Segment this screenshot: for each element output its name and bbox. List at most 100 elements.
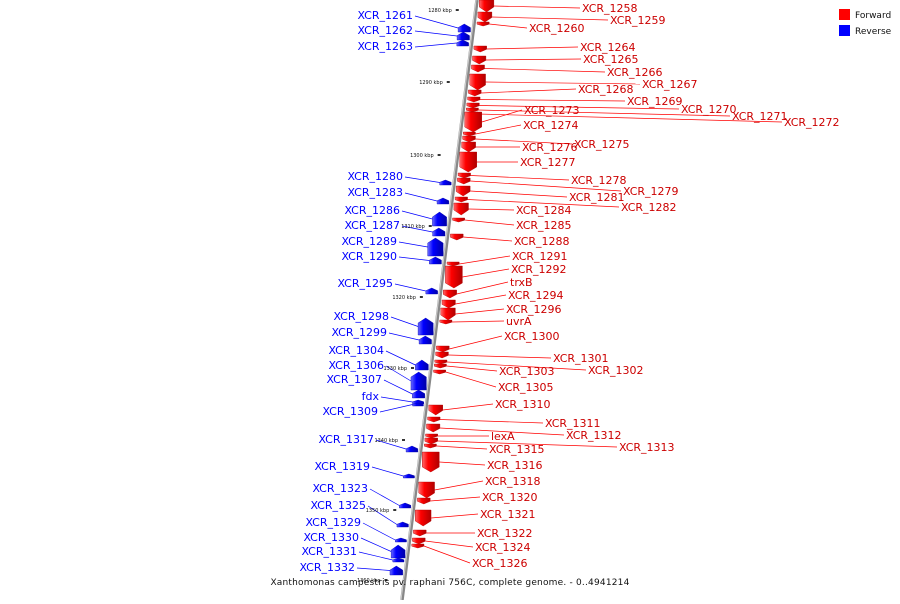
- leader-xcr-1266: [484, 68, 606, 73]
- gene-glyph-xcr-1302: [434, 359, 448, 365]
- gene-label-xcr-1286[interactable]: XCR_1286: [344, 204, 400, 217]
- gene-label-xcr-1319[interactable]: XCR_1319: [314, 460, 370, 473]
- gene-label-xcr-1292[interactable]: XCR_1292: [511, 263, 567, 276]
- gene-glyph-xcr-1290: [429, 256, 442, 265]
- leader-xcr-1304: [385, 350, 416, 366]
- gene-label-xcr-1287[interactable]: XCR_1287: [344, 219, 400, 232]
- gene-label-xcr-1282[interactable]: XCR_1282: [621, 201, 677, 214]
- gene-glyph-xcr-1279: [457, 177, 471, 185]
- gene-label-xcr-1267[interactable]: XCR_1267: [642, 78, 698, 91]
- gene-label-xcr-1325[interactable]: XCR_1325: [310, 499, 366, 512]
- gene-label-xcr-1284[interactable]: XCR_1284: [516, 204, 572, 217]
- gene-glyph-xcr-1298: [417, 317, 434, 336]
- scale-label: 1360 kbp: [357, 578, 381, 584]
- gene-label-xcr-1317[interactable]: XCR_1317: [318, 433, 374, 446]
- gene-label-xcr-1278[interactable]: XCR_1278: [571, 174, 627, 187]
- gene-glyph-xcr-1288: [450, 233, 464, 241]
- leader-xcr-1268: [481, 88, 577, 94]
- leader-xcr-1264: [486, 46, 579, 50]
- gene-label-xcr-1330[interactable]: XCR_1330: [303, 531, 359, 544]
- gene-label-xcr-1279[interactable]: XCR_1279: [623, 185, 679, 198]
- gene-label-xcr-1274[interactable]: XCR_1274: [523, 119, 579, 132]
- gene-label-xcr-1269[interactable]: XCR_1269: [627, 95, 683, 108]
- gene-label-xcr-1275[interactable]: XCR_1275: [574, 138, 630, 151]
- gene-label-xcr-1329[interactable]: XCR_1329: [305, 516, 361, 529]
- gene-label-xcr-1320[interactable]: XCR_1320: [482, 491, 538, 504]
- gene-label-xcr-1332[interactable]: XCR_1332: [299, 561, 355, 574]
- gene-label-xcr-1268[interactable]: XCR_1268: [578, 83, 634, 96]
- leader-xcr-1295: [394, 283, 426, 292]
- gene-label-xcr-1311[interactable]: XCR_1311: [545, 417, 601, 430]
- gene-label-xcr-1272[interactable]: XCR_1272: [784, 116, 840, 129]
- gene-label-xcr-1310[interactable]: XCR_1310: [495, 398, 551, 411]
- gene-label-xcr-1298[interactable]: XCR_1298: [333, 310, 389, 323]
- gene-label-xcr-1288[interactable]: XCR_1288: [514, 235, 570, 248]
- gene-label-xcr-1289[interactable]: XCR_1289: [341, 235, 397, 248]
- gene-label-xcr-1305[interactable]: XCR_1305: [498, 381, 554, 394]
- gene-label-xcr-1277[interactable]: XCR_1277: [520, 156, 576, 169]
- gene-label-uvra[interactable]: uvrA: [506, 315, 532, 328]
- gene-label-xcr-1301[interactable]: XCR_1301: [553, 352, 609, 365]
- scale-label: 1280 kbp: [428, 8, 452, 14]
- gene-label-xcr-1304[interactable]: XCR_1304: [328, 344, 384, 357]
- gene-label-xcr-1283[interactable]: XCR_1283: [347, 186, 403, 199]
- scale-label: 1320 kbp: [392, 295, 416, 301]
- gene-label-xcr-1281[interactable]: XCR_1281: [569, 191, 625, 204]
- legend-label-forward: Forward: [855, 11, 891, 21]
- gene-label-xcr-1266[interactable]: XCR_1266: [607, 66, 663, 79]
- gene-label-xcr-1264[interactable]: XCR_1264: [580, 41, 636, 54]
- gene-label-xcr-1296[interactable]: XCR_1296: [506, 303, 562, 316]
- gene-glyph-xcr-1282: [454, 196, 468, 203]
- gene-label-xcr-1303[interactable]: XCR_1303: [499, 365, 555, 378]
- gene-label-xcr-1260[interactable]: XCR_1260: [529, 22, 585, 35]
- gene-label-xcr-1276[interactable]: XCR_1276: [522, 141, 578, 154]
- gene-label-xcr-1271[interactable]: XCR_1271: [732, 110, 788, 123]
- gene-glyph-xcr-1291: [446, 261, 460, 267]
- gene-label-xcr-1261[interactable]: XCR_1261: [357, 9, 413, 22]
- gene-label-xcr-1318[interactable]: XCR_1318: [485, 475, 541, 488]
- gene-label-xcr-1294[interactable]: XCR_1294: [508, 289, 564, 302]
- gene-glyph-xcr-1299: [418, 335, 432, 345]
- gene-label-xcr-1273[interactable]: XCR_1273: [524, 104, 580, 117]
- gene-label-xcr-1258[interactable]: XCR_1258: [582, 2, 638, 15]
- gene-glyph-xcr-1318: [418, 481, 435, 499]
- gene-label-xcr-1313[interactable]: XCR_1313: [619, 441, 675, 454]
- gene-label-xcr-1302[interactable]: XCR_1302: [588, 364, 644, 377]
- gene-glyph-xcr-1281: [455, 185, 471, 197]
- scale-label: 1330 kbp: [383, 366, 407, 372]
- gene-label-xcr-1312[interactable]: XCR_1312: [566, 429, 622, 442]
- gene-glyph-xcr-1306: [410, 371, 427, 391]
- gene-label-xcr-1309[interactable]: XCR_1309: [322, 405, 378, 418]
- leader-xcr-1260: [489, 23, 528, 29]
- gene-label-xcr-1262[interactable]: XCR_1262: [357, 24, 413, 37]
- gene-label-xcr-1315[interactable]: XCR_1315: [489, 443, 545, 456]
- gene-label-xcr-1285[interactable]: XCR_1285: [516, 219, 572, 232]
- gene-label-lexa[interactable]: lexA: [491, 430, 515, 443]
- scale-label: 1350 kbp: [366, 508, 390, 514]
- gene-label-xcr-1299[interactable]: XCR_1299: [331, 326, 387, 339]
- gene-glyphs: [389, 0, 495, 576]
- gene-label-xcr-1321[interactable]: XCR_1321: [480, 508, 536, 521]
- gene-label-xcr-1280[interactable]: XCR_1280: [347, 170, 403, 183]
- gene-label-xcr-1322[interactable]: XCR_1322: [477, 527, 533, 540]
- gene-label-xcr-1306[interactable]: XCR_1306: [328, 359, 384, 372]
- gene-label-xcr-1316[interactable]: XCR_1316: [487, 459, 543, 472]
- leader-xcr-1280: [404, 176, 440, 183]
- gene-label-trxb[interactable]: trxB: [510, 276, 533, 289]
- gene-label-fdx[interactable]: fdx: [362, 390, 380, 403]
- gene-glyph-xcr-1261: [457, 23, 471, 33]
- gene-label-xcr-1326[interactable]: XCR_1326: [472, 557, 528, 570]
- gene-label-xcr-1290[interactable]: XCR_1290: [341, 250, 397, 263]
- gene-label-xcr-1265[interactable]: XCR_1265: [583, 53, 639, 66]
- gene-label-xcr-1270[interactable]: XCR_1270: [681, 103, 737, 116]
- gene-label-xcr-1259[interactable]: XCR_1259: [610, 14, 666, 27]
- gene-label-xcr-1300[interactable]: XCR_1300: [504, 330, 560, 343]
- gene-label-xcr-1307[interactable]: XCR_1307: [326, 373, 382, 386]
- gene-label-xcr-1263[interactable]: XCR_1263: [357, 40, 413, 53]
- gene-label-xcr-1291[interactable]: XCR_1291: [512, 250, 568, 263]
- gene-label-xcr-1324[interactable]: XCR_1324: [475, 541, 531, 554]
- gene-label-xcr-1295[interactable]: XCR_1295: [337, 277, 393, 290]
- gene-label-xcr-1331[interactable]: XCR_1331: [301, 545, 357, 558]
- gene-glyph-xcr-1277: [459, 151, 477, 173]
- gene-label-xcr-1323[interactable]: XCR_1323: [312, 482, 368, 495]
